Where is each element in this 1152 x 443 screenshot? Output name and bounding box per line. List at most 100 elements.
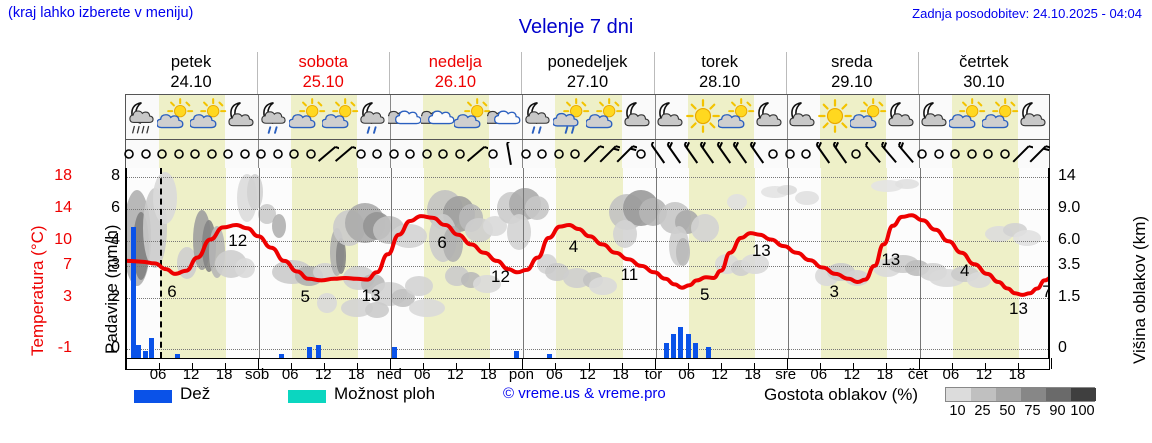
wind-calm-icon — [183, 142, 217, 166]
day-name: četrtek — [959, 53, 1009, 71]
precipitation-bar — [315, 344, 321, 358]
band-day-separator — [522, 95, 524, 139]
wind-barb-icon — [1026, 142, 1060, 166]
temperature-extreme-label: 5 — [300, 286, 310, 306]
wind-calm-icon — [398, 142, 432, 166]
x-axis-tick — [654, 358, 656, 369]
x-axis-label: 12 — [314, 366, 332, 383]
temperature-extreme-label: 4 — [959, 260, 970, 280]
precipitation-bar — [513, 351, 519, 358]
horizontal-gridline — [127, 348, 1048, 350]
wind-calm-icon — [117, 142, 151, 166]
temperature-curve — [127, 213, 1048, 297]
wind-calm-icon — [216, 142, 250, 166]
x-axis-tick — [324, 363, 326, 369]
temperature-extreme-label: 6 — [167, 281, 177, 301]
cloud-icon — [417, 98, 459, 138]
x-axis-label: 06 — [546, 366, 563, 383]
x-axis-label: 06 — [678, 366, 695, 383]
day-separator — [653, 52, 655, 94]
day-name: sreda — [831, 53, 873, 71]
last-update-label: Zadnja posodobitev: 24.10.2025 - 04:04 — [912, 6, 1142, 21]
x-axis-label: 12 — [579, 366, 596, 383]
cloud-density-scale-ticks: 10 25 50 75 90 100 — [930, 403, 1120, 421]
horizontal-gridline — [127, 208, 1048, 210]
wind-calm-icon — [167, 142, 201, 166]
temperature-extreme-label: 13 — [751, 240, 771, 260]
wind-calm-icon — [547, 142, 581, 166]
moon-cloud-icon — [784, 98, 822, 138]
band-day-separator — [390, 140, 392, 168]
cloud-density-scale-bar — [945, 387, 1096, 402]
x-axis-label: 12 — [711, 366, 728, 383]
precipitation-bar — [149, 338, 155, 358]
day-name: torek — [701, 53, 738, 71]
wind-barb-icon — [464, 142, 498, 166]
day-header-band: petek 24.10 sobota 25.10 nedelja 26.10 ponedel… — [125, 52, 1050, 94]
cloud-icon — [384, 98, 426, 138]
day-header-sreda: sreda 29.10 — [786, 52, 918, 94]
x-axis-tick — [621, 363, 623, 369]
temperature-extreme-label: 4 — [568, 237, 579, 257]
x-axis-label: 18 — [876, 366, 894, 383]
wind-calm-icon — [150, 142, 184, 166]
wind-barb-band — [124, 138, 1052, 168]
cloud-density-scale-segment — [971, 388, 996, 401]
sun-cloud-icon — [155, 98, 195, 138]
temperature-tick-label: 3 — [63, 288, 72, 306]
band-day-separator — [654, 140, 656, 168]
cloud-height-axis-title: Višina oblakov (km) — [1110, 168, 1149, 368]
meteogram-plot: 6 12 5 13 6 12 4 11 5 13 3 13 4 13 7 — [125, 168, 1050, 358]
x-axis-label: tor — [644, 366, 663, 383]
x-axis-label: čet — [907, 366, 928, 383]
wind-calm-icon — [266, 142, 300, 166]
temperature-extreme-label: 5 — [700, 285, 710, 305]
cloud-density-tick-label: 90 — [1049, 403, 1066, 419]
sun-cloud-icon — [849, 98, 888, 138]
precipitation-bar — [175, 353, 181, 358]
precipitation-bar — [678, 327, 684, 358]
day-separator — [257, 52, 259, 94]
precipitation-bar — [706, 347, 712, 358]
plot-day-separator — [919, 168, 921, 358]
temperature-extreme-label: 11 — [620, 265, 639, 285]
x-axis-tick — [1051, 358, 1052, 369]
wind-barb-icon — [1009, 142, 1043, 166]
horizontal-gridline — [127, 176, 1048, 178]
temperature-tick-label: 18 — [54, 166, 72, 184]
temperature-extreme-label: 13 — [1009, 299, 1028, 319]
day-date: 26.10 — [434, 73, 476, 91]
day-name: sobota — [298, 53, 348, 71]
day-name: petek — [170, 53, 212, 71]
band-day-separator — [918, 140, 920, 168]
moon-cloud-rain-icon — [124, 98, 162, 138]
cloud-height-tick-label: 0 — [1058, 338, 1067, 356]
x-axis-tick — [753, 363, 755, 369]
x-axis-label: 12 — [182, 366, 200, 383]
moon-cloud-icon — [751, 98, 789, 138]
x-axis-tick — [984, 363, 986, 369]
x-axis-tick — [291, 363, 293, 369]
cloud-density-field — [127, 172, 1041, 318]
band-day-separator — [258, 95, 260, 139]
wind-calm-icon — [200, 142, 234, 166]
day-header-petek: petek 24.10 — [125, 52, 257, 94]
day-header-torek: torek 28.10 — [654, 52, 786, 94]
x-axis-tick — [720, 363, 722, 369]
daylight-shade — [555, 140, 622, 168]
moon-cloud-icon — [652, 98, 690, 138]
day-date: 27.10 — [566, 73, 609, 91]
temperature-tick-label: -1 — [57, 338, 72, 356]
moon-cloud-icon — [1015, 98, 1053, 138]
x-axis-tick — [159, 363, 161, 369]
temperature-extreme-label: 13 — [881, 250, 901, 270]
wind-calm-icon — [629, 142, 663, 166]
location-menu-note[interactable]: (kraj lahko izberete v meniju) — [8, 5, 194, 21]
day-name: ponedeljek — [547, 53, 628, 71]
copyright-link[interactable]: © vreme.us & vreme.pro — [503, 385, 666, 402]
x-axis-label: 06 — [942, 366, 960, 383]
wind-calm-icon — [927, 142, 961, 166]
wind-calm-icon — [530, 142, 564, 166]
chart-legend: Dež Možnost ploh © vreme.us & vreme.pro … — [0, 384, 1152, 424]
cloud-density-scale-segment — [996, 388, 1021, 401]
